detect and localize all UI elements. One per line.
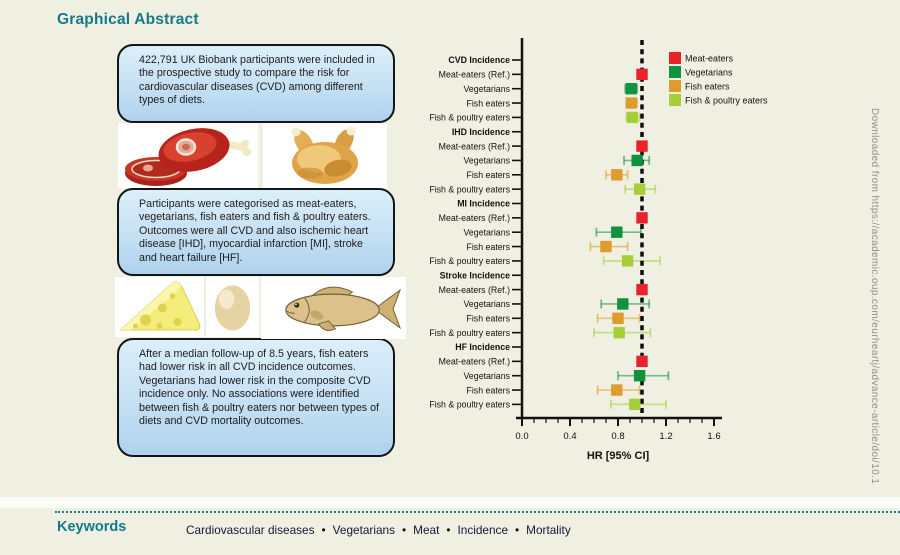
fish-image-box <box>261 277 406 339</box>
poultry-icon <box>291 126 358 184</box>
bullet-separator: • <box>401 523 407 537</box>
hr-marker <box>636 68 648 81</box>
row-label: Vegetarians <box>464 299 511 309</box>
legend-swatch <box>669 94 681 106</box>
meat-icon <box>125 127 252 186</box>
keywords-divider <box>55 511 900 513</box>
keyword-item: Cardiovascular diseases <box>186 523 315 537</box>
legend-label: Fish & poultry eaters <box>685 96 768 106</box>
abstract-box-methods: Participants were categorised as meat-ea… <box>117 188 395 276</box>
egg-icon <box>214 285 251 331</box>
x-tick-label: 0.0 <box>515 431 528 442</box>
x-tick-label: 0.8 <box>611 431 624 442</box>
row-label: Fish eaters <box>466 170 510 180</box>
hr-marker <box>636 212 648 224</box>
hr-marker <box>612 312 624 324</box>
row-label: Fish eaters <box>466 98 510 108</box>
egg-image-box <box>206 277 259 337</box>
keyword-item: Meat <box>413 523 440 537</box>
row-label: Fish eaters <box>466 385 510 395</box>
x-axis-title: HR [95% CI] <box>587 450 650 462</box>
hr-marker <box>611 169 623 181</box>
group-header-label: HF Incidence <box>455 342 510 352</box>
legend-swatch <box>669 80 681 92</box>
legend-label: Meat-eaters <box>685 54 734 64</box>
hr-marker <box>611 226 623 238</box>
row-label: Fish & poultry eaters <box>429 184 510 194</box>
cheese-icon <box>119 281 201 331</box>
group-header-label: Stroke Incidence <box>440 270 511 280</box>
hr-marker <box>633 370 646 382</box>
hr-marker <box>611 384 623 396</box>
fish-icon <box>285 286 402 331</box>
forest-plot-svg: 0.0 0.4 0.8 1.2 1.6 HR [95% CI] CVD Incidence M… <box>429 38 768 462</box>
legend-label: Fish eaters <box>685 82 730 92</box>
cheese-image-box <box>115 277 204 337</box>
hr-marker <box>600 240 612 253</box>
row-label: Meat-eaters (Ref.) <box>439 213 510 223</box>
row-label: Fish & poultry eaters <box>429 328 510 338</box>
keyword-item: Incidence <box>457 523 509 537</box>
row-label: Fish & poultry eaters <box>429 113 510 123</box>
row-label: Fish & poultry eaters <box>429 256 510 266</box>
hr-marker <box>633 183 646 195</box>
x-tick-label: 1.2 <box>659 431 672 442</box>
group-header-label: MI Incidence <box>457 199 510 209</box>
row-label: Vegetarians <box>464 84 511 94</box>
hr-marker <box>625 97 637 109</box>
bullet-separator: • <box>446 523 451 537</box>
legend-swatch <box>669 52 681 64</box>
keywords-list: Cardiovascular diseases • Vegetarians • Meat… <box>186 523 571 537</box>
row-label: Meat-eaters (Ref.) <box>439 70 510 80</box>
group-header-label: CVD Incidence <box>448 55 510 65</box>
poultry-image-box <box>263 123 387 188</box>
row-label: Vegetarians <box>464 371 511 381</box>
bullet-separator: • <box>515 523 520 537</box>
row-label: Vegetarians <box>464 156 511 166</box>
download-watermark: Downloaded from https://academic.oup.com… <box>869 108 880 485</box>
keyword-item: Mortality <box>526 523 571 537</box>
hr-marker <box>626 111 639 124</box>
hr-marker <box>613 326 625 339</box>
row-label: Meat-eaters (Ref.) <box>439 141 510 151</box>
keywords-label: Keywords <box>57 519 127 535</box>
abstract-box-results: After a median follow-up of 8.5 years, f… <box>117 338 395 457</box>
group-header-label: IHD Incidence <box>452 127 510 137</box>
x-tick-label: 0.4 <box>563 431 576 442</box>
row-label: Fish eaters <box>466 242 510 252</box>
hr-marker <box>621 255 634 267</box>
hr-marker <box>631 154 643 167</box>
x-tick-label: 1.6 <box>707 431 720 442</box>
page-divider-band <box>0 497 900 508</box>
bullet-separator: • <box>321 523 326 537</box>
hr-marker <box>636 355 648 368</box>
legend-swatch <box>669 66 681 78</box>
row-label: Meat-eaters (Ref.) <box>439 357 510 367</box>
meat-image-box <box>118 123 258 188</box>
hr-marker <box>625 83 637 95</box>
hr-marker <box>629 398 641 411</box>
row-label: Meat-eaters (Ref.) <box>439 285 510 295</box>
page-title: Graphical Abstract <box>57 11 199 28</box>
row-label: Fish eaters <box>466 314 510 324</box>
legend-label: Vegetarians <box>685 68 733 78</box>
hr-marker <box>636 283 648 296</box>
abstract-box-participants: 422,791 UK Biobank participants were inc… <box>117 44 395 123</box>
row-label: Vegetarians <box>464 227 511 237</box>
keyword-item: Vegetarians <box>332 523 395 537</box>
hr-marker <box>636 140 648 152</box>
row-label: Fish & poultry eaters <box>429 400 510 410</box>
hr-marker <box>617 298 629 310</box>
